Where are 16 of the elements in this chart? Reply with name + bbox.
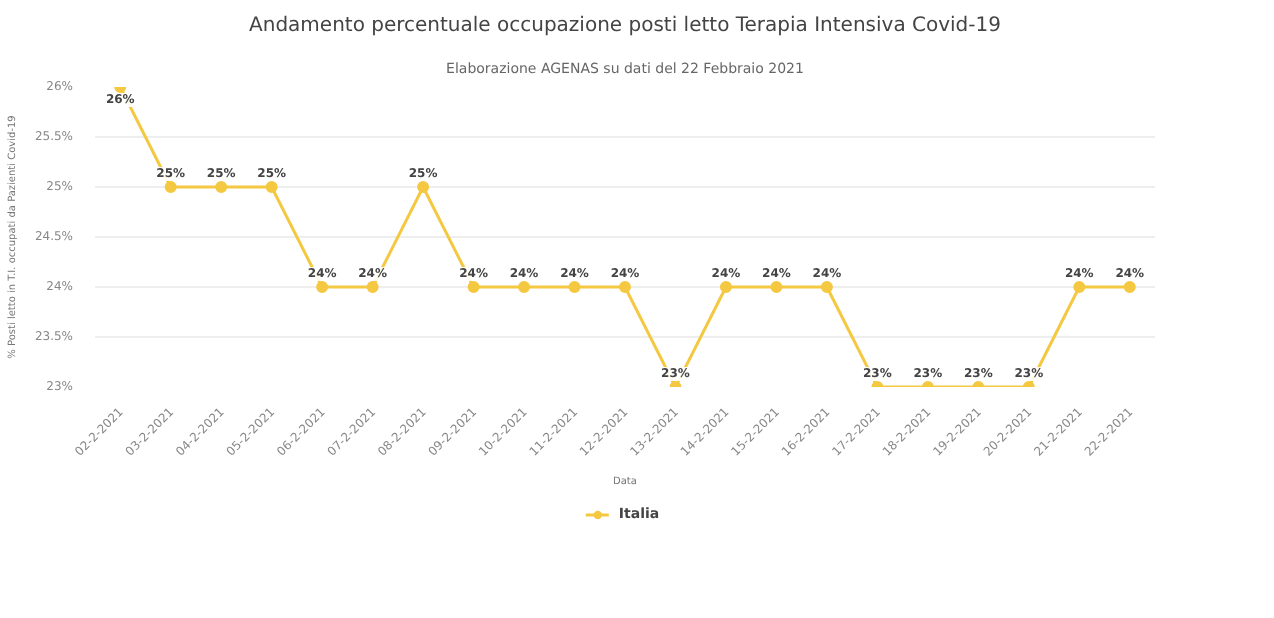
point [467, 281, 480, 293]
point [1123, 281, 1136, 293]
point [719, 281, 732, 293]
point [316, 281, 329, 293]
point [265, 181, 278, 193]
point [1073, 281, 1086, 293]
point [417, 181, 430, 193]
point [215, 181, 228, 193]
point [820, 281, 833, 293]
point [568, 281, 581, 293]
chart-title: Andamento percentuale occupazione posti letto Terapia Intensiva Covid-19 [249, 15, 1001, 37]
point [619, 281, 631, 293]
point [366, 281, 379, 293]
point [770, 281, 783, 293]
point [518, 281, 531, 293]
point [164, 181, 177, 193]
